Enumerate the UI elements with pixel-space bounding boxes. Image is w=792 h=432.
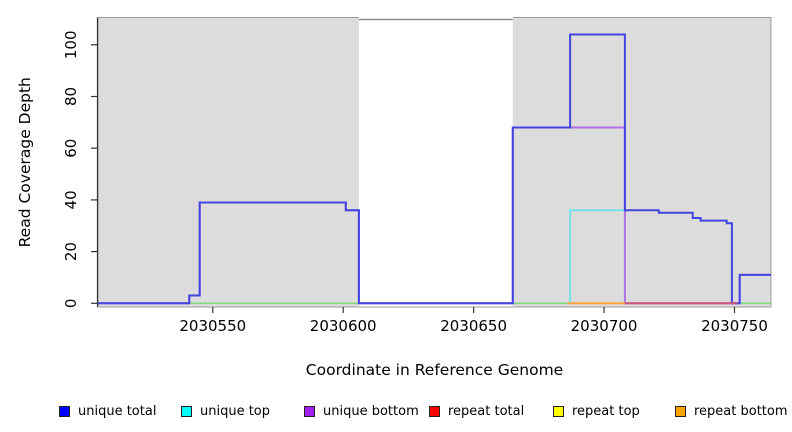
coverage-plot: 0 20 40 60 80 100 2030550 2030600 2030650 2030700… <box>16 14 772 379</box>
x-axis-tick-label: 2030750 <box>701 317 768 335</box>
series-lines <box>98 33 771 305</box>
x-axis-tick-label: 2030650 <box>440 317 507 335</box>
y-axis-title: Read Coverage Depth <box>16 77 34 247</box>
legend-label: repeat total <box>448 404 525 419</box>
legend-swatch <box>59 406 70 417</box>
legend-item-unique-total: unique total <box>59 404 156 419</box>
plot-legend: unique total unique top unique bottom repea… <box>0 401 792 427</box>
legend-item-unique-bottom: unique bottom <box>304 404 419 419</box>
y-axis-tick-label: 100 <box>62 30 80 59</box>
legend-label: unique top <box>200 404 271 419</box>
y-axis-tick-label: 20 <box>62 242 80 261</box>
legend-item-repeat-bottom: repeat bottom <box>675 404 788 419</box>
legend-label: unique bottom <box>323 404 419 419</box>
series-unique-top-line <box>569 209 628 304</box>
legend-swatch <box>429 406 440 417</box>
y-axis-tick-label: 60 <box>62 139 80 158</box>
x-axis-tick-label: 2030550 <box>179 317 246 335</box>
legend-item-unique-top: unique top <box>181 404 270 419</box>
x-axis-tick-label: 2030700 <box>571 317 638 335</box>
x-axis-title: Coordinate in Reference Genome <box>306 361 563 379</box>
legend-swatch <box>553 406 564 417</box>
legend-swatch <box>304 406 315 417</box>
legend-label: unique total <box>78 404 157 419</box>
legend-swatch <box>181 406 192 417</box>
masked-region <box>358 14 513 307</box>
series-unique-total-line <box>98 33 771 305</box>
legend-label: repeat bottom <box>694 404 788 419</box>
y-axis-tick-label: 0 <box>62 299 80 309</box>
legend-item-repeat-top: repeat top <box>553 404 640 419</box>
legend-swatch <box>675 406 686 417</box>
x-axis-tick-label: 2030600 <box>310 317 377 335</box>
y-axis-tick-label: 40 <box>62 190 80 209</box>
legend-label: repeat top <box>572 404 640 419</box>
y-axis-tick-label: 80 <box>62 87 80 106</box>
legend-item-repeat-total: repeat total <box>429 404 524 419</box>
